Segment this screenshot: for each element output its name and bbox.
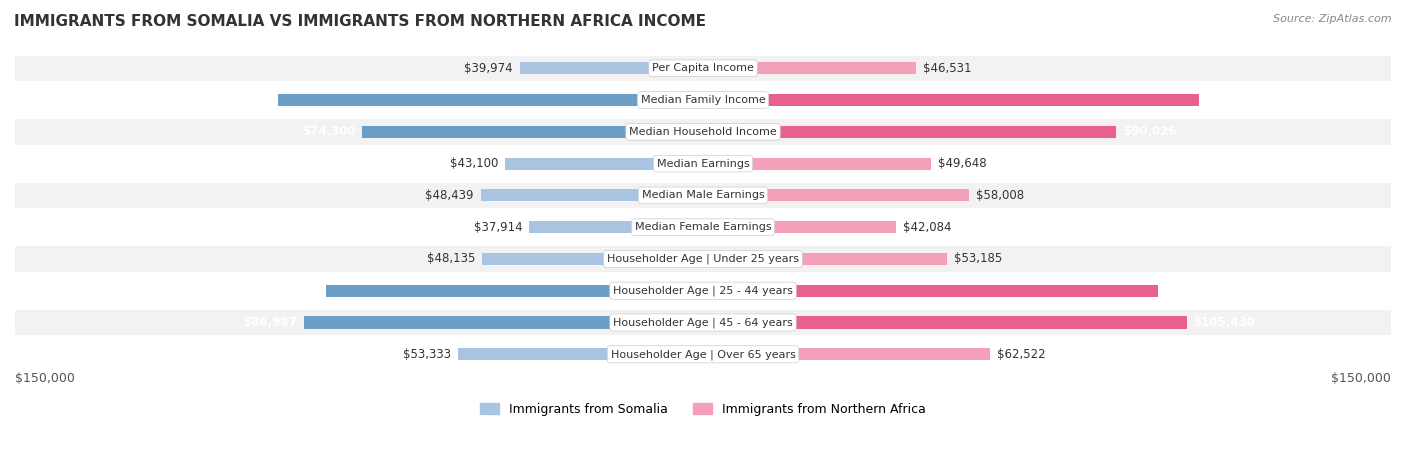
- Bar: [15, 246, 1391, 272]
- Text: $99,232: $99,232: [1166, 284, 1219, 297]
- Bar: [15, 151, 1391, 177]
- Text: $90,026: $90,026: [1123, 125, 1177, 138]
- Text: $86,987: $86,987: [243, 316, 297, 329]
- Text: $82,188: $82,188: [266, 284, 319, 297]
- Text: $49,648: $49,648: [938, 157, 986, 170]
- Text: $105,430: $105,430: [1194, 316, 1256, 329]
- Text: $48,135: $48,135: [427, 253, 475, 265]
- Text: $53,185: $53,185: [953, 253, 1002, 265]
- Bar: [703, 94, 1199, 106]
- Bar: [529, 221, 703, 233]
- Text: $150,000: $150,000: [15, 372, 75, 385]
- Text: $74,300: $74,300: [302, 125, 356, 138]
- Text: Source: ZipAtlas.com: Source: ZipAtlas.com: [1274, 14, 1392, 24]
- Text: $58,008: $58,008: [976, 189, 1024, 202]
- Text: $62,522: $62,522: [997, 348, 1045, 361]
- Bar: [278, 94, 703, 106]
- Text: $46,531: $46,531: [924, 62, 972, 75]
- Text: Median Male Earnings: Median Male Earnings: [641, 191, 765, 200]
- Text: Householder Age | Over 65 years: Householder Age | Over 65 years: [610, 349, 796, 360]
- Bar: [703, 253, 948, 265]
- Bar: [15, 87, 1391, 113]
- Bar: [703, 189, 969, 201]
- Text: IMMIGRANTS FROM SOMALIA VS IMMIGRANTS FROM NORTHERN AFRICA INCOME: IMMIGRANTS FROM SOMALIA VS IMMIGRANTS FR…: [14, 14, 706, 29]
- Bar: [703, 317, 1187, 329]
- Text: Householder Age | 25 - 44 years: Householder Age | 25 - 44 years: [613, 285, 793, 296]
- Bar: [363, 126, 703, 138]
- Bar: [482, 253, 703, 265]
- Text: Householder Age | Under 25 years: Householder Age | Under 25 years: [607, 254, 799, 264]
- Text: Median Household Income: Median Household Income: [628, 127, 778, 137]
- Bar: [520, 62, 703, 74]
- Bar: [326, 285, 703, 297]
- Bar: [703, 62, 917, 74]
- Bar: [15, 310, 1391, 335]
- Bar: [15, 183, 1391, 208]
- Bar: [15, 56, 1391, 81]
- Bar: [703, 157, 931, 170]
- Bar: [703, 348, 990, 361]
- Text: $42,084: $42,084: [903, 221, 952, 234]
- Text: $53,333: $53,333: [404, 348, 451, 361]
- Bar: [304, 317, 703, 329]
- Text: $108,161: $108,161: [1206, 93, 1268, 106]
- Text: $48,439: $48,439: [426, 189, 474, 202]
- Bar: [15, 278, 1391, 304]
- Bar: [481, 189, 703, 201]
- Bar: [703, 126, 1116, 138]
- Text: Median Family Income: Median Family Income: [641, 95, 765, 105]
- Bar: [15, 214, 1391, 240]
- Text: Median Earnings: Median Earnings: [657, 159, 749, 169]
- Text: Householder Age | 45 - 64 years: Householder Age | 45 - 64 years: [613, 317, 793, 328]
- Text: $39,974: $39,974: [464, 62, 513, 75]
- Text: $43,100: $43,100: [450, 157, 499, 170]
- Bar: [505, 157, 703, 170]
- Text: Median Female Earnings: Median Female Earnings: [634, 222, 772, 232]
- Bar: [15, 119, 1391, 144]
- Bar: [703, 285, 1159, 297]
- Bar: [458, 348, 703, 361]
- Text: Per Capita Income: Per Capita Income: [652, 63, 754, 73]
- Legend: Immigrants from Somalia, Immigrants from Northern Africa: Immigrants from Somalia, Immigrants from…: [475, 398, 931, 421]
- Text: $92,609: $92,609: [218, 93, 271, 106]
- Bar: [15, 341, 1391, 367]
- Text: $150,000: $150,000: [1331, 372, 1391, 385]
- Bar: [703, 221, 896, 233]
- Text: $37,914: $37,914: [474, 221, 522, 234]
